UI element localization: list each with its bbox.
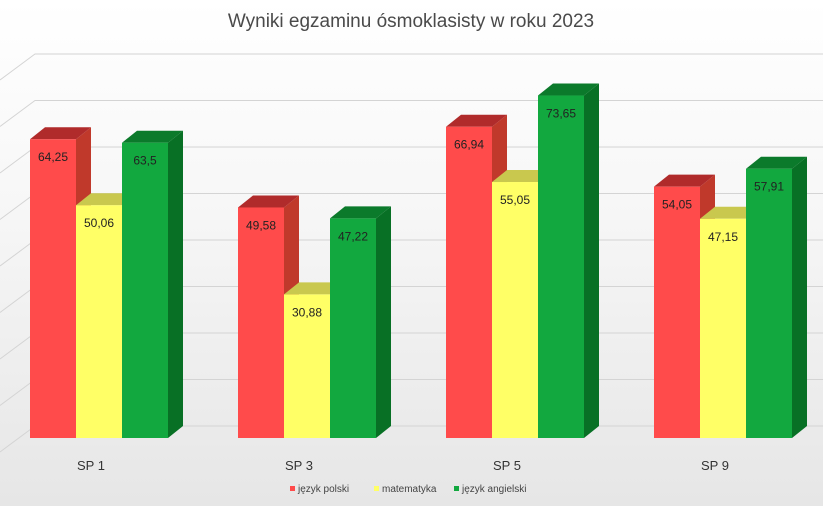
bar-front (330, 218, 376, 438)
bar-top (746, 156, 807, 169)
bar (538, 83, 599, 438)
bar-front (446, 126, 492, 438)
bar-front (700, 218, 746, 438)
chart-title: Wyniki egzaminu ósmoklasisty w roku 2023 (228, 11, 594, 32)
data-label: 66,94 (454, 138, 484, 152)
data-label: 30,88 (292, 305, 322, 319)
legend-item: język angielski (454, 484, 526, 495)
data-label: 49,58 (246, 218, 276, 232)
category-labels: SP 1 SP 3 SP 5 SP 9 (77, 458, 729, 473)
data-label: 73,65 (546, 107, 576, 121)
bar-front (30, 139, 76, 439)
data-label: 63,5 (133, 154, 157, 168)
data-label: 64,25 (38, 150, 68, 164)
bar-top (654, 174, 715, 187)
bar (122, 130, 183, 438)
bar-side (376, 206, 391, 438)
legend-swatch (290, 486, 295, 491)
bar-top (492, 170, 553, 183)
bar-front (746, 168, 792, 438)
bar-side (168, 130, 183, 438)
bar-front (284, 294, 330, 438)
bar-front (76, 205, 122, 438)
data-label: 55,05 (500, 193, 530, 207)
bar-top (122, 130, 183, 143)
bar-front (538, 95, 584, 438)
legend-label: matematyka (382, 484, 437, 495)
bar-top (76, 193, 137, 206)
category-label: SP 1 (77, 458, 105, 473)
bar-front (492, 182, 538, 438)
bar-top (30, 127, 91, 140)
legend-item: matematyka (374, 484, 437, 495)
bar (330, 206, 391, 438)
bar-front (238, 207, 284, 438)
grid-line (0, 100, 823, 127)
data-label: 47,22 (338, 229, 368, 243)
grid-line (0, 53, 823, 81)
bar-top (700, 206, 761, 219)
bar-front (654, 186, 700, 438)
bar-side (584, 83, 599, 438)
bar-top (330, 206, 391, 219)
legend: język polski matematyka język angielski (290, 484, 526, 495)
legend-swatch (374, 486, 379, 491)
bar-top (538, 83, 599, 96)
bars (30, 83, 807, 439)
data-label: 54,05 (662, 198, 692, 212)
legend-label: język polski (297, 484, 349, 495)
bar-top (446, 114, 507, 127)
legend-swatch (454, 486, 459, 491)
data-label: 57,91 (754, 180, 784, 194)
category-label: SP 3 (285, 458, 313, 473)
data-label: 50,06 (84, 216, 114, 230)
category-label: SP 9 (701, 458, 729, 473)
bar (746, 156, 807, 438)
legend-item: język polski (290, 484, 349, 495)
bar-front (122, 142, 168, 438)
bar-side (792, 156, 807, 438)
bar-top (284, 282, 345, 295)
data-label: 47,15 (708, 230, 738, 244)
data-labels: 64,25 50,06 63,5 49,58 30,88 47,22 66,94 55,05 7… (38, 107, 784, 320)
bar-top (238, 195, 299, 208)
legend-label: język angielski (461, 484, 526, 495)
category-label: SP 5 (493, 458, 521, 473)
